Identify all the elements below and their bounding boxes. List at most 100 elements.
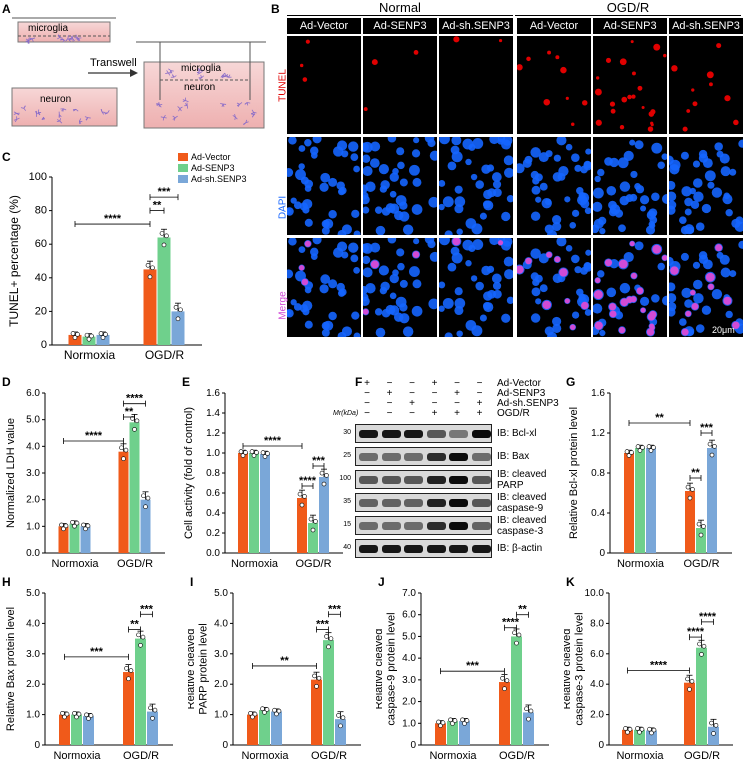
cell-process: [73, 108, 77, 112]
nucleus: [597, 270, 605, 278]
nucleus: [725, 209, 733, 217]
nucleus: [701, 305, 712, 315]
data-point: [243, 450, 248, 455]
nucleus: [387, 137, 397, 143]
micrograph-image: [439, 238, 513, 337]
data-point: [314, 684, 319, 689]
merge-dot: [517, 265, 524, 274]
mr-marker: 30: [343, 429, 351, 436]
nucleus: [714, 142, 723, 151]
merge-dot: [670, 266, 679, 275]
data-point: [83, 526, 88, 532]
cell-process: [197, 70, 201, 73]
bar: [684, 682, 695, 745]
nucleus: [614, 311, 624, 320]
nucleus: [492, 281, 502, 290]
nucleus: [353, 266, 360, 274]
cell-process: [246, 102, 249, 106]
data-point: [646, 444, 652, 449]
nucleus: [657, 161, 665, 170]
data-point: [299, 502, 305, 508]
blot-band: [359, 430, 378, 438]
nucleus: [707, 181, 715, 189]
data-point: [313, 519, 318, 524]
merge-dot: [690, 289, 696, 296]
category-label: Normoxia: [241, 750, 289, 762]
data-point: [123, 447, 129, 453]
micrograph-merge: [287, 238, 361, 337]
cell-process: [23, 108, 27, 111]
merge-dot: [685, 310, 692, 317]
cell-process: [222, 75, 226, 78]
nucleus: [599, 227, 606, 235]
data-point: [711, 731, 716, 736]
cell-process: [100, 108, 103, 113]
cell-process: [163, 114, 166, 118]
bar: [707, 448, 717, 553]
sig-label: **: [518, 604, 527, 616]
nucleus: [389, 172, 399, 182]
y-axis-label: Relative Bax protein level: [5, 607, 17, 731]
micrograph-image: [363, 50, 419, 111]
treatment-sign: −: [364, 388, 370, 399]
y-tick-label: 7.0: [402, 588, 416, 599]
sig-label: ****: [687, 626, 705, 638]
data-point: [438, 723, 443, 728]
data-point: [150, 715, 155, 721]
cell-process: [14, 119, 18, 123]
nucleus: [506, 296, 513, 305]
nucleus: [565, 143, 573, 151]
nucleus: [599, 329, 606, 337]
legend-swatch: [178, 175, 188, 183]
blot-band: [426, 499, 446, 507]
data-point: [324, 473, 329, 478]
merge-dot: [594, 321, 603, 330]
treatment-sign: −: [476, 378, 483, 389]
data-point: [59, 522, 64, 528]
micrograph-tunel: [593, 36, 667, 134]
treatment-label: Ad-SENP3: [497, 388, 546, 399]
bar: [511, 636, 522, 745]
micrograph-image: [287, 238, 361, 337]
chart-g-bclxl: 0 0.4 0.8 1.2 1.6 Relative Bcl-xl protein lev…: [568, 388, 732, 570]
data-point: [124, 666, 129, 671]
blot-band: [471, 476, 491, 484]
cell-process: [56, 120, 60, 123]
nucleus: [661, 194, 667, 204]
micrograph-image: [671, 43, 739, 132]
merge-dot: [646, 328, 655, 336]
cell-process: [32, 37, 36, 40]
cell-process: [75, 37, 79, 40]
merge-dot: [626, 296, 633, 303]
data-point: [623, 726, 628, 731]
sig-label: ****: [699, 611, 717, 623]
data-point: [143, 504, 148, 510]
blot-strip: [355, 424, 492, 443]
tunel-dot: [543, 98, 550, 106]
data-point: [701, 524, 706, 529]
y-tick-label: 4.0: [26, 441, 40, 452]
merge-dot: [593, 290, 603, 300]
cell-process: [222, 72, 226, 76]
cell-process: [65, 38, 69, 41]
data-point: [147, 274, 153, 280]
y-tick-label: 2.0: [26, 495, 40, 506]
nucleus: [649, 216, 658, 224]
nucleus: [489, 238, 500, 246]
chart-e-cell-activity: 0.0 0.2 0.4 0.6 0.8 1.0 1.2 1.4 1.6 Cell activity…: [183, 388, 343, 570]
nucleus: [593, 187, 604, 199]
micrograph-image: [439, 137, 513, 235]
sig-label: ***: [700, 422, 714, 434]
mr-marker: 40: [343, 544, 351, 551]
nucleus: [319, 182, 329, 192]
nucleus: [487, 289, 497, 299]
blot-band: [359, 453, 378, 461]
merge-dot: [559, 268, 568, 277]
nucleus: [320, 274, 331, 284]
y-tick-label: 0.0: [26, 548, 40, 559]
nucleus: [479, 212, 487, 220]
treatment-label: Ad-Vector: [497, 378, 541, 389]
category-label: OGD/R: [684, 750, 720, 762]
nucleus: [606, 287, 617, 298]
cell-process: [79, 118, 82, 122]
